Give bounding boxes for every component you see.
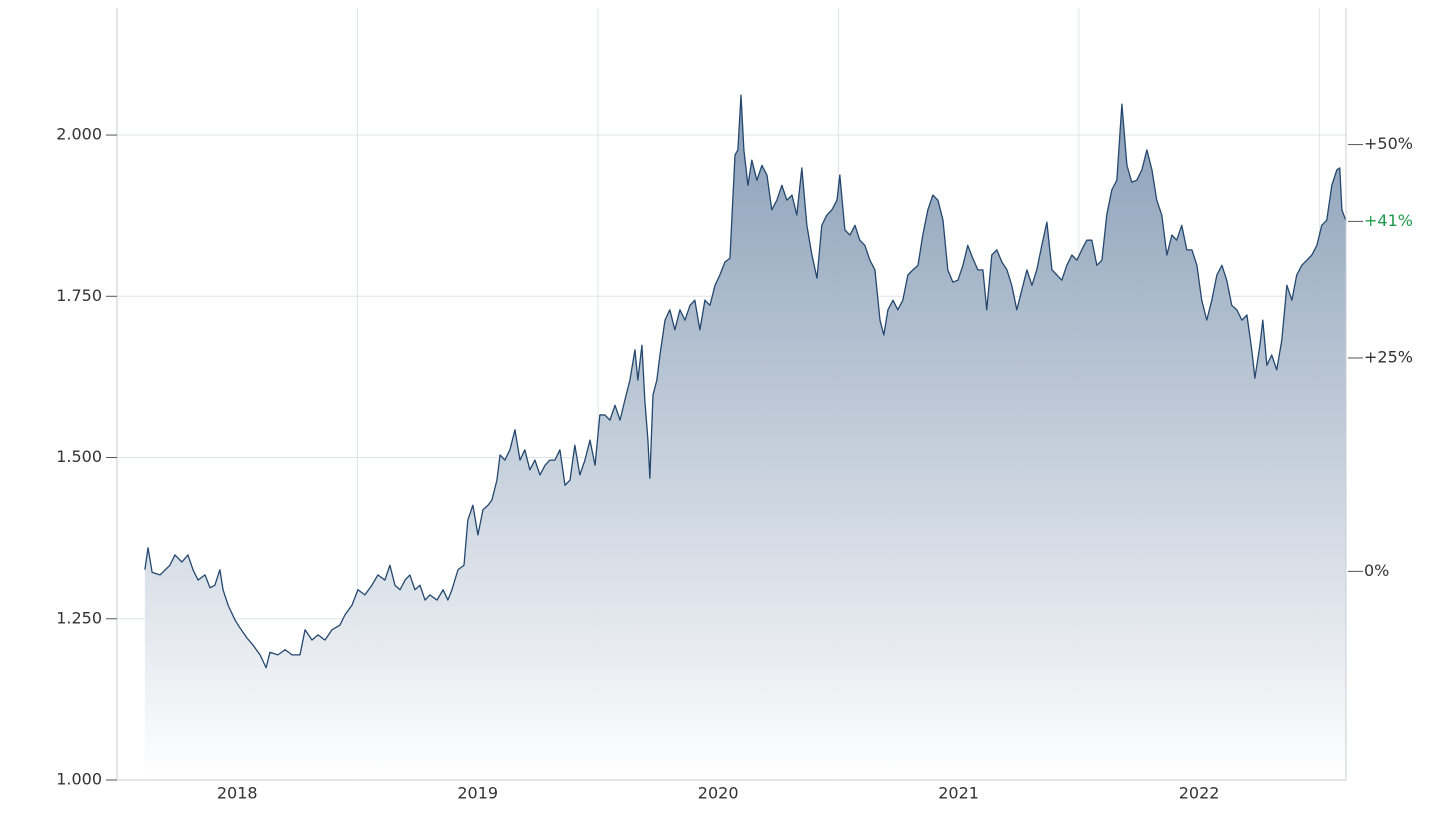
- y-tick-label: 1.250: [56, 608, 102, 627]
- y-tick-label: 1.500: [56, 447, 102, 466]
- x-tick-label: 2020: [698, 784, 739, 803]
- y2-tick-label: +50%: [1364, 134, 1413, 153]
- x-tick-label: 2022: [1179, 784, 1220, 803]
- x-tick-label: 2019: [457, 784, 498, 803]
- y2-tick-label: +25%: [1364, 347, 1413, 366]
- price-line: [144, 94, 1347, 669]
- area-fill: [144, 95, 1346, 780]
- y-tick-label: 1.000: [56, 770, 102, 789]
- y2-tick-label: 0%: [1364, 561, 1389, 580]
- last-change-label: +41%: [1364, 211, 1413, 230]
- x-tick-label: 2021: [938, 784, 979, 803]
- x-tick-label: 2018: [217, 784, 258, 803]
- y-tick-label: 1.750: [56, 286, 102, 305]
- y-tick-label: 2.000: [56, 125, 102, 144]
